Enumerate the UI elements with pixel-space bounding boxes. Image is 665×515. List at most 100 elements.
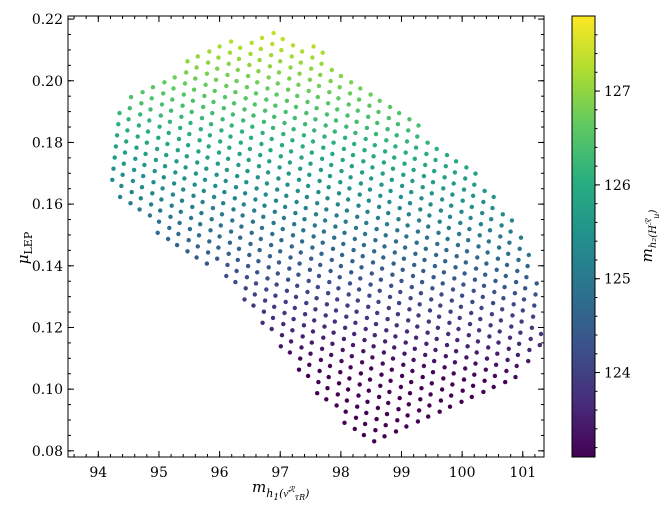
data-point xyxy=(269,326,274,332)
data-point xyxy=(284,193,289,198)
data-point xyxy=(268,242,274,248)
data-point xyxy=(359,265,364,270)
data-point xyxy=(376,299,381,305)
data-point xyxy=(407,201,413,206)
x-tick-label: 94 xyxy=(89,465,107,481)
data-point xyxy=(390,272,395,277)
data-point xyxy=(288,339,294,344)
data-point xyxy=(367,103,372,108)
data-point xyxy=(308,351,313,356)
data-point xyxy=(453,265,458,270)
data-point xyxy=(404,234,409,239)
data-point xyxy=(453,159,459,164)
data-point xyxy=(112,155,117,160)
data-point xyxy=(336,191,342,196)
data-point xyxy=(498,318,504,323)
data-point xyxy=(404,424,409,429)
data-point xyxy=(267,64,273,69)
data-point xyxy=(114,133,120,138)
data-point xyxy=(447,320,452,325)
data-point xyxy=(401,172,406,177)
data-point xyxy=(361,432,367,438)
data-point xyxy=(339,358,344,364)
data-point xyxy=(266,265,271,270)
data-point xyxy=(401,362,406,367)
data-point xyxy=(206,144,211,149)
data-point xyxy=(460,388,465,393)
data-point xyxy=(371,154,376,159)
data-point xyxy=(338,263,344,269)
data-point xyxy=(442,175,447,180)
data-point xyxy=(421,363,427,369)
data-point xyxy=(245,168,250,174)
data-point xyxy=(395,122,401,127)
data-point xyxy=(428,392,433,397)
data-point xyxy=(245,263,251,269)
data-point xyxy=(402,245,408,250)
data-point xyxy=(225,72,230,78)
data-point xyxy=(207,49,212,54)
data-point xyxy=(276,70,282,75)
data-point xyxy=(180,103,185,108)
data-point xyxy=(510,313,515,318)
x-tick-label: 95 xyxy=(150,465,168,481)
data-point xyxy=(151,180,156,185)
data-point xyxy=(198,222,203,227)
data-point xyxy=(295,93,300,99)
data-point xyxy=(315,391,320,396)
data-point xyxy=(189,109,194,115)
data-point xyxy=(207,239,212,244)
data-point xyxy=(537,342,542,348)
data-point xyxy=(324,112,330,117)
data-point xyxy=(213,77,219,83)
data-point xyxy=(327,363,333,369)
data-point xyxy=(230,112,236,117)
data-point xyxy=(516,341,522,346)
data-point xyxy=(514,363,519,369)
data-point xyxy=(389,283,394,288)
data-point xyxy=(524,275,529,280)
svg-text:μLEP: μLEP xyxy=(14,231,35,264)
data-point xyxy=(282,120,287,126)
data-point xyxy=(218,223,223,228)
data-point xyxy=(338,180,343,185)
data-point xyxy=(407,391,413,396)
data-point xyxy=(509,324,514,329)
data-point xyxy=(236,162,241,168)
data-point xyxy=(167,225,172,231)
data-point xyxy=(210,110,215,116)
data-point xyxy=(129,189,134,195)
data-point xyxy=(509,218,515,223)
data-point xyxy=(330,341,335,346)
data-point xyxy=(158,208,163,213)
data-point xyxy=(351,247,356,253)
data-point xyxy=(244,85,250,90)
data-point xyxy=(406,212,411,217)
data-point xyxy=(159,197,164,202)
y-tick-label: 0.12 xyxy=(32,320,63,336)
data-point xyxy=(295,188,300,194)
data-point xyxy=(157,124,162,129)
data-point xyxy=(396,300,402,306)
data-point xyxy=(396,217,401,222)
data-point xyxy=(204,71,210,76)
data-point xyxy=(277,165,282,170)
data-point xyxy=(387,294,393,300)
data-point xyxy=(110,177,115,182)
data-point xyxy=(418,207,423,212)
data-point xyxy=(197,138,202,143)
data-point xyxy=(433,157,438,163)
data-point xyxy=(144,140,149,145)
data-point xyxy=(437,409,442,414)
data-point xyxy=(507,240,512,245)
y-tick-label: 0.22 xyxy=(32,12,63,28)
data-point xyxy=(381,255,386,260)
colorbar-tick-label: 125 xyxy=(604,272,631,288)
data-point xyxy=(152,168,157,174)
data-point xyxy=(406,318,411,323)
data-point xyxy=(518,235,524,240)
data-point xyxy=(215,256,220,261)
data-point xyxy=(143,151,148,157)
data-point xyxy=(459,293,465,298)
x-axis-title-subsub: τR xyxy=(295,493,305,502)
